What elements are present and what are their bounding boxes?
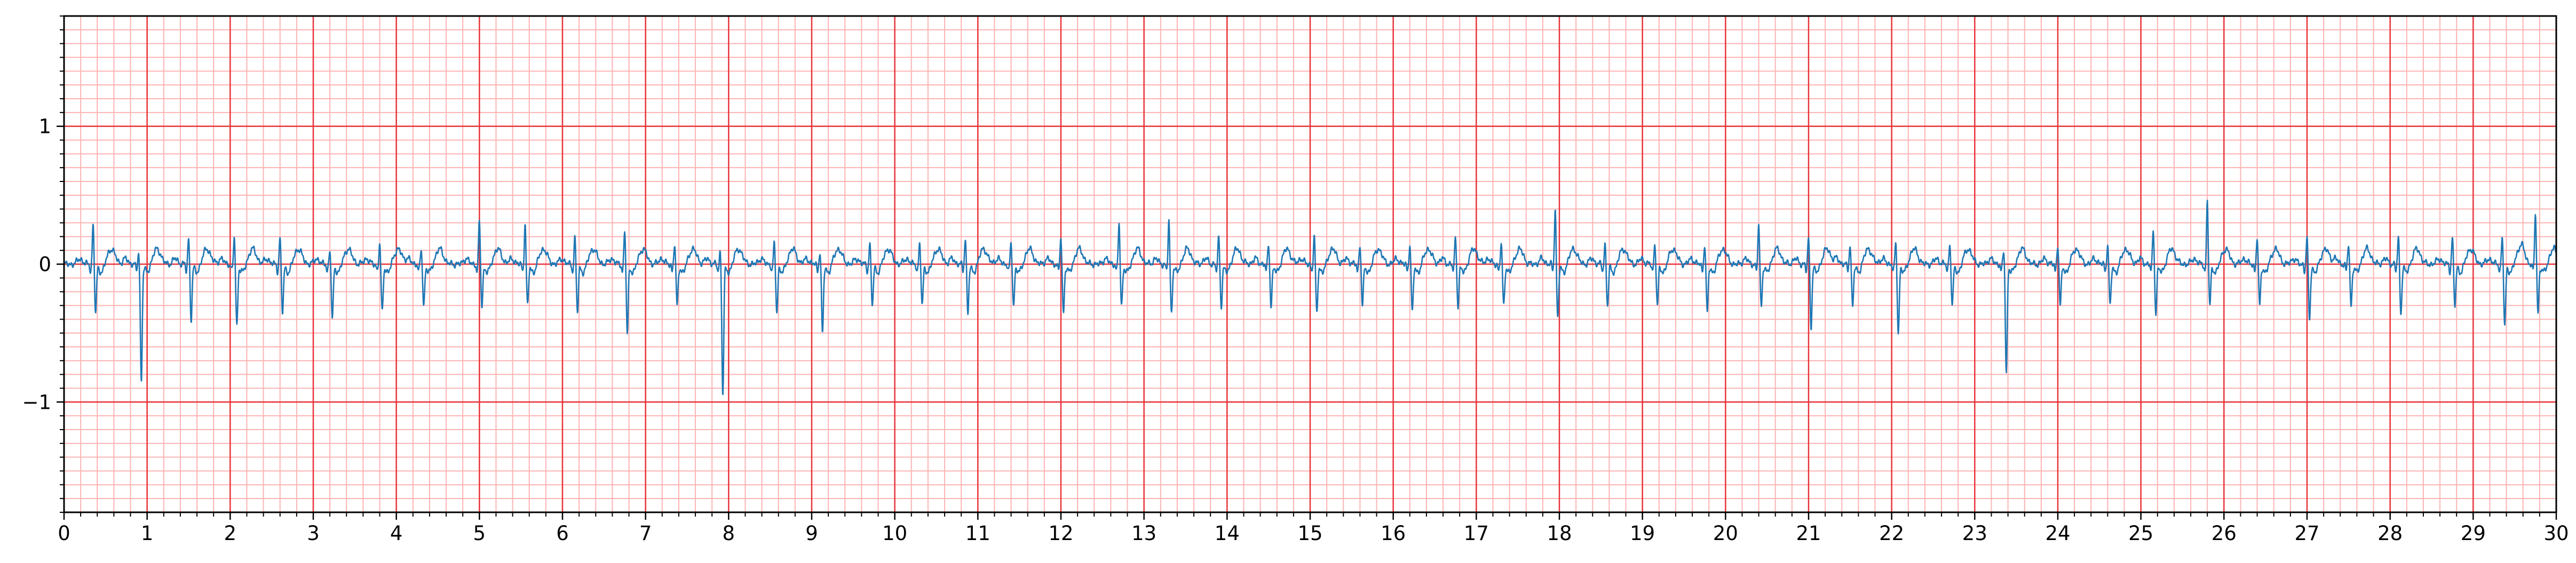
x-tick-label: 11	[965, 522, 990, 545]
x-tick-label: 5	[473, 522, 486, 545]
x-tick-label: 13	[1131, 522, 1156, 545]
x-tick-label: 28	[2377, 522, 2403, 545]
x-tick-label: 15	[1297, 522, 1322, 545]
x-tick-label: 21	[1796, 522, 1821, 545]
x-axis: 0 1 2 3 4 5 6 7 8 9 10 11 12 13 14 15 16 17 18 19 20 21 22 23 24…	[58, 512, 2569, 545]
series-layer	[63, 200, 2557, 395]
x-tick-label: 10	[882, 522, 907, 545]
x-tick-label: 23	[1962, 522, 1987, 545]
x-tick-label: 20	[1713, 522, 1738, 545]
x-tick-label: 18	[1547, 522, 1572, 545]
x-tick-label: 12	[1048, 522, 1073, 545]
x-tick-label: 30	[2543, 522, 2569, 545]
x-tick-label: 2	[224, 522, 237, 545]
y-tick-label: 1	[38, 115, 51, 138]
x-tick-label: 0	[58, 522, 70, 545]
x-tick-label: 27	[2294, 522, 2319, 545]
x-tick-label: 7	[639, 522, 652, 545]
x-tick-label: 16	[1381, 522, 1406, 545]
x-tick-label: 26	[2212, 522, 2237, 545]
x-tick-label: 4	[390, 522, 403, 545]
x-tick-label: 29	[2461, 522, 2486, 545]
x-tick-label: 3	[307, 522, 320, 545]
x-tick-label: 1	[141, 522, 154, 545]
x-tick-label: 25	[2128, 522, 2153, 545]
x-tick-label: 8	[723, 522, 735, 545]
x-tick-label: 24	[2045, 522, 2070, 545]
x-tick-label: 19	[1630, 522, 1655, 545]
x-tick-label: 9	[805, 522, 818, 545]
y-tick-label: 0	[38, 253, 51, 276]
x-tick-label: 17	[1464, 522, 1489, 545]
y-tick-label: −1	[22, 391, 51, 414]
y-axis: −1 0 1	[22, 15, 64, 513]
x-tick-label: 6	[556, 522, 569, 545]
x-tick-label: 14	[1215, 522, 1240, 545]
x-tick-label: 22	[1879, 522, 1904, 545]
ecg-trace-line	[63, 200, 2557, 395]
